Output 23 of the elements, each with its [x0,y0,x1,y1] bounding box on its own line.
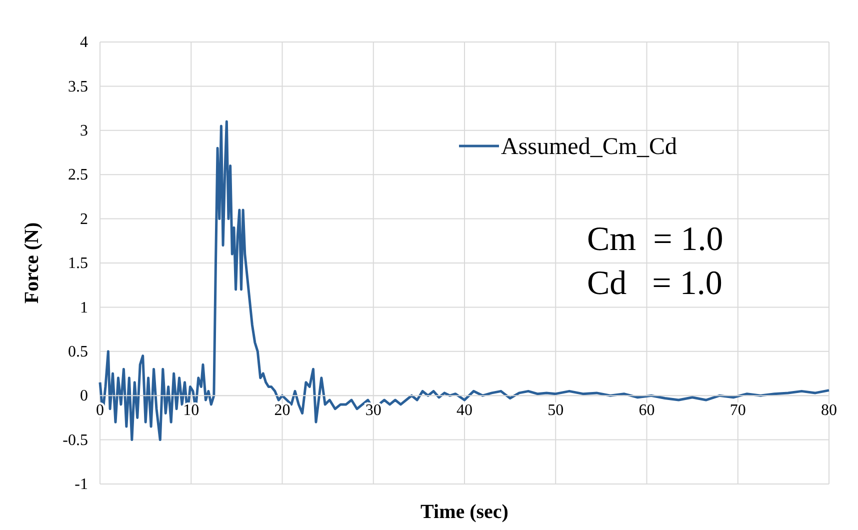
y-tick-label: 1 [80,299,88,316]
y-axis-title: Force (N) [21,222,43,304]
x-tick-label: 20 [274,402,290,419]
x-tick-label: 80 [821,402,837,419]
y-tick-label: 0 [80,388,88,405]
y-tick-label: -0.5 [62,432,88,449]
y-tick-label: 3 [80,122,88,140]
x-tick-label: 30 [365,402,382,419]
legend-label: Assumed_Cm_Cd [501,134,678,160]
y-tick-label: 3.5 [68,78,88,96]
y-tick-label: 0.5 [68,344,88,361]
x-tick-label: 50 [548,402,564,419]
x-axis-title: Time (sec) [420,501,508,523]
x-tick-label: 40 [456,402,472,419]
annotation: Cd = 1.0 [587,265,722,302]
x-tick-label: 70 [730,402,746,419]
y-tick-label: 2 [80,210,88,228]
y-tick-label: -1 [74,476,88,494]
y-tick-label: 2.5 [68,166,88,184]
y-tick-label: 1.5 [68,255,88,272]
x-tick-label: 60 [638,402,655,419]
annotation: Cm = 1.0 [587,221,724,258]
y-tick-label: 4 [80,34,88,52]
